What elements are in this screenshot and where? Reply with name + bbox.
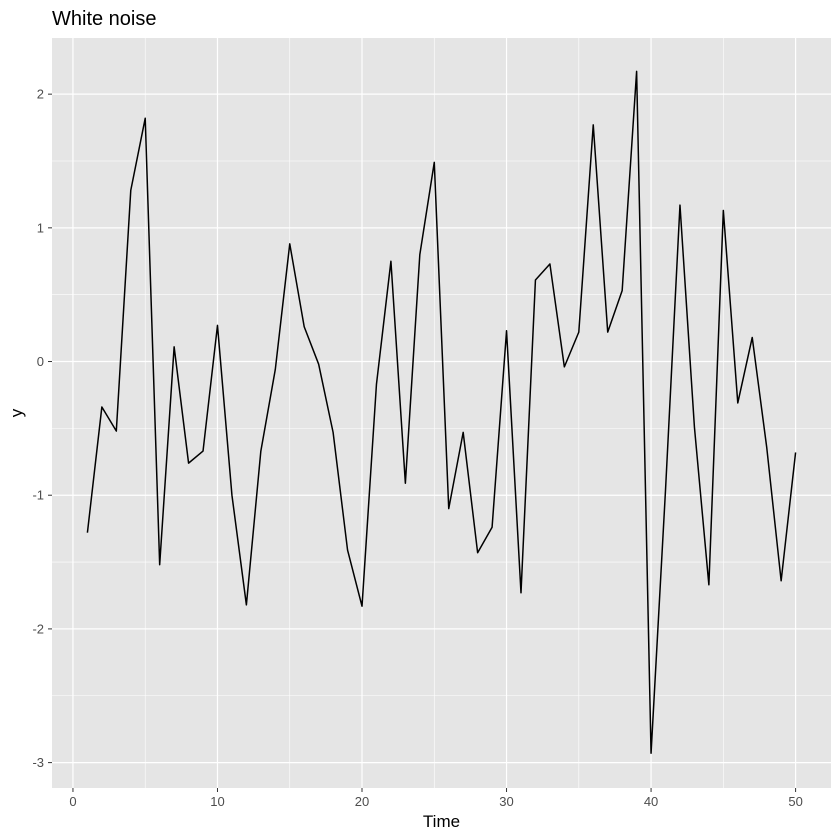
series-layer xyxy=(86,70,797,754)
y-axis-title: y xyxy=(7,408,26,417)
x-axis-title: Time xyxy=(423,812,460,831)
y-tick-label: 0 xyxy=(37,354,44,369)
x-tick-label: 0 xyxy=(69,794,76,809)
plot-panel xyxy=(52,38,831,788)
x-tick-label: 20 xyxy=(355,794,369,809)
series-line xyxy=(86,70,797,754)
tick-labels: 0 10 20 30 40 50 -3 -2 -1 0 1 2 xyxy=(32,87,802,809)
y-tick-label: 2 xyxy=(37,87,44,102)
x-tick-label: 40 xyxy=(644,794,658,809)
major-gridlines xyxy=(52,38,831,788)
x-tick-label: 30 xyxy=(499,794,513,809)
axis-ticks xyxy=(48,93,797,792)
y-tick-label: 1 xyxy=(37,220,44,235)
x-tick-label: 10 xyxy=(210,794,224,809)
chart-title: White noise xyxy=(52,8,157,30)
y-tick-label: -1 xyxy=(32,488,44,503)
x-tick-label: 50 xyxy=(788,794,802,809)
y-tick-label: -3 xyxy=(32,755,44,770)
y-tick-label: -2 xyxy=(32,621,44,636)
